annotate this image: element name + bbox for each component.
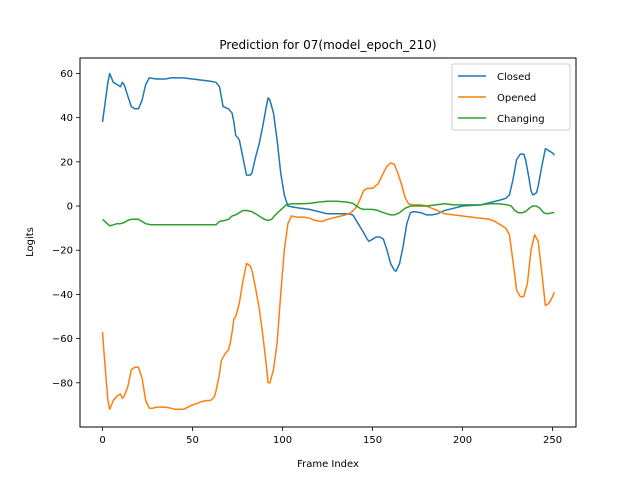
legend-label-opened: Opened <box>497 93 536 104</box>
x-tick-label: 250 <box>543 435 562 446</box>
x-axis-label: Frame Index <box>297 459 359 470</box>
y-tick-label: 40 <box>60 113 73 124</box>
x-axis-ticks: 0 50 100 150 200 250 <box>99 427 562 446</box>
legend-box <box>451 63 571 131</box>
legend: Closed Opened Changing <box>451 63 571 131</box>
y-axis-label: Logits <box>25 227 36 257</box>
series-line-closed <box>101 72 555 272</box>
series-line-opened <box>101 162 556 411</box>
x-tick-label: 150 <box>363 435 382 446</box>
y-tick-label: 60 <box>60 69 73 80</box>
y-tick-label: −80 <box>52 378 73 389</box>
axes-frame <box>79 57 577 428</box>
y-tick-label: −20 <box>52 246 73 257</box>
x-tick-label: 50 <box>186 435 199 446</box>
plot-lines <box>101 72 556 411</box>
y-tick-label: −40 <box>52 290 73 301</box>
y-axis-ticks: −80 −60 −40 −20 0 20 40 60 <box>52 69 80 389</box>
x-tick-label: 100 <box>273 435 292 446</box>
x-tick-label: 0 <box>99 435 105 446</box>
legend-label-changing: Changing <box>497 114 545 125</box>
legend-label-closed: Closed <box>497 72 531 83</box>
x-tick-label: 200 <box>453 435 472 446</box>
y-tick-label: 0 <box>67 202 73 213</box>
y-tick-label: 20 <box>60 157 73 168</box>
chart-title: Prediction for 07(model_epoch_210) <box>219 38 436 52</box>
series-line-changing <box>101 200 555 227</box>
y-tick-label: −60 <box>52 334 73 345</box>
